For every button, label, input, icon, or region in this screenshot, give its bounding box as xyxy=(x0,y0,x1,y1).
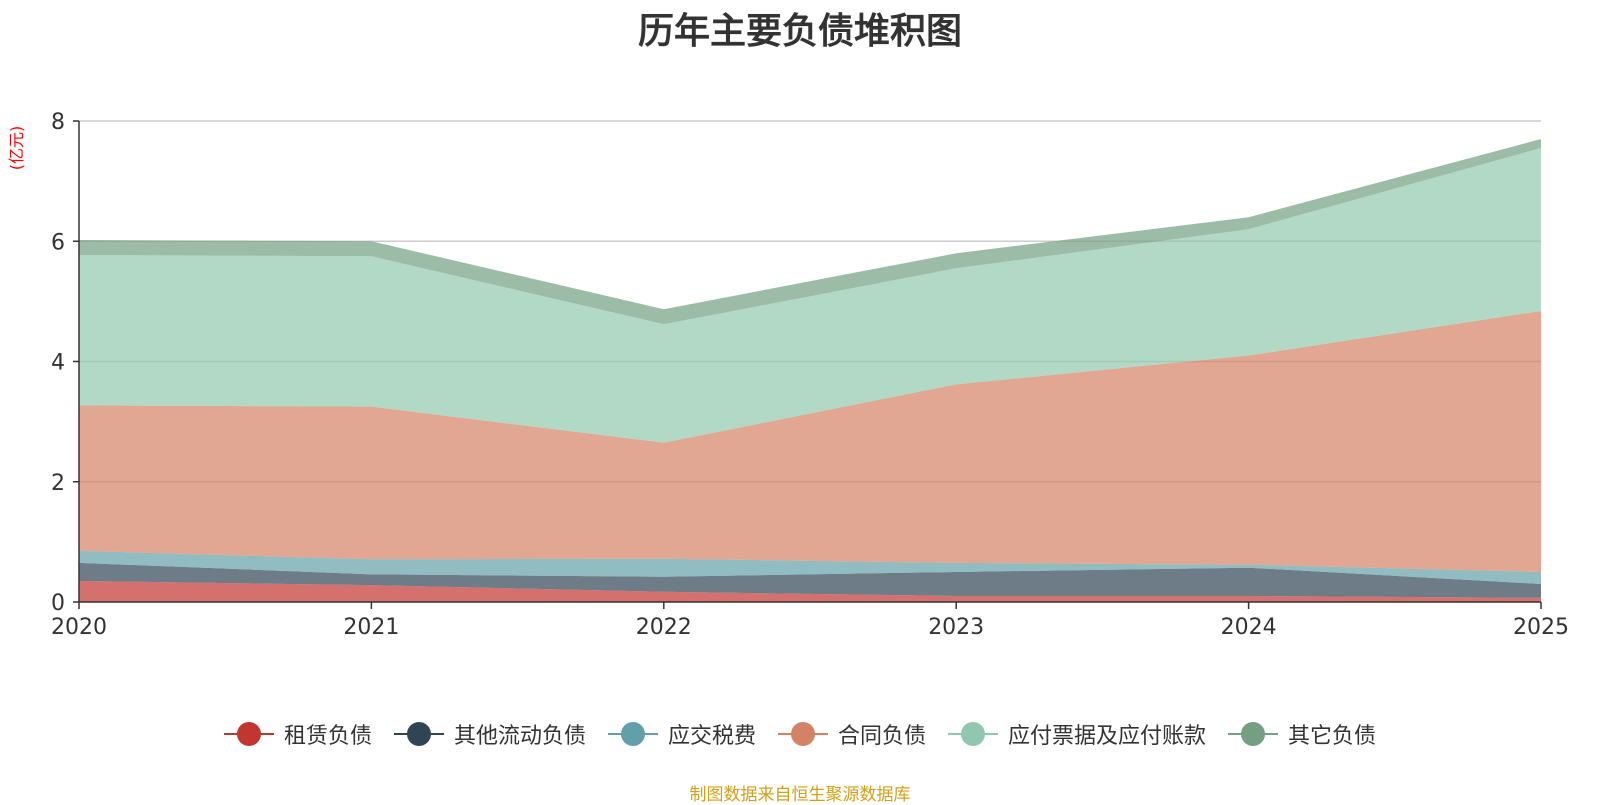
legend-item-6[interactable]: 其它负债 xyxy=(1228,718,1376,750)
x-tick-label: 2022 xyxy=(636,615,692,640)
axes: 0 2 4 6 8 2020 2021 2022 2023 2024 2025 xyxy=(51,110,1569,640)
legend-label: 租赁负债 xyxy=(283,724,372,749)
y-tick-label: 0 xyxy=(51,591,65,616)
x-tick-label: 2021 xyxy=(343,615,399,640)
legend-marker-icon xyxy=(778,721,828,747)
y-tick-label: 6 xyxy=(51,230,65,255)
source-note: 制图数据来自恒生聚源数据库 xyxy=(689,785,911,805)
area-series-4 xyxy=(79,310,1541,572)
area-series-2 xyxy=(79,562,1541,598)
legend-marker-icon xyxy=(607,721,658,747)
legend-item-3[interactable]: 应交税费 xyxy=(607,718,756,750)
legend-label: 其他流动负债 xyxy=(453,724,586,749)
legend-item-5[interactable]: 应付票据及应付账款 xyxy=(948,718,1206,750)
x-tick-label: 2023 xyxy=(928,615,984,640)
area-series-6 xyxy=(79,139,1541,325)
legend-item-1[interactable]: 租赁负债 xyxy=(223,718,372,750)
legend-label: 合同负债 xyxy=(838,724,927,749)
legend-label: 应交税费 xyxy=(667,724,756,749)
legend-item-4[interactable]: 合同负债 xyxy=(778,718,926,750)
stacked-areas xyxy=(79,139,1541,602)
area-series-5 xyxy=(79,148,1541,443)
legend-label: 其它负债 xyxy=(1288,724,1377,749)
y-axis-unit-label: (亿元) xyxy=(7,126,26,171)
chart-title: 历年主要负债堆积图 xyxy=(637,11,962,52)
legend-item-2[interactable]: 其他流动负债 xyxy=(393,718,586,750)
legend-marker-icon xyxy=(223,721,274,747)
legend-label: 应付票据及应付账款 xyxy=(1008,724,1207,749)
y-tick-label: 2 xyxy=(51,471,65,496)
y-tick-label: 4 xyxy=(51,351,65,376)
legend-marker-icon xyxy=(1228,721,1279,747)
legend: 租赁负债 其他流动负债 应交税费 合同负债 应付票据及应付账款 其它负债 xyxy=(0,718,1600,750)
area-series-3 xyxy=(79,550,1541,584)
legend-marker-icon xyxy=(948,721,999,747)
y-tick-label: 8 xyxy=(51,110,65,135)
x-tick-label: 2024 xyxy=(1221,615,1277,640)
x-tick-label: 2025 xyxy=(1513,615,1569,640)
legend-marker-icon xyxy=(393,721,444,747)
area-series-1 xyxy=(79,580,1541,602)
x-tick-label: 2020 xyxy=(51,615,107,640)
